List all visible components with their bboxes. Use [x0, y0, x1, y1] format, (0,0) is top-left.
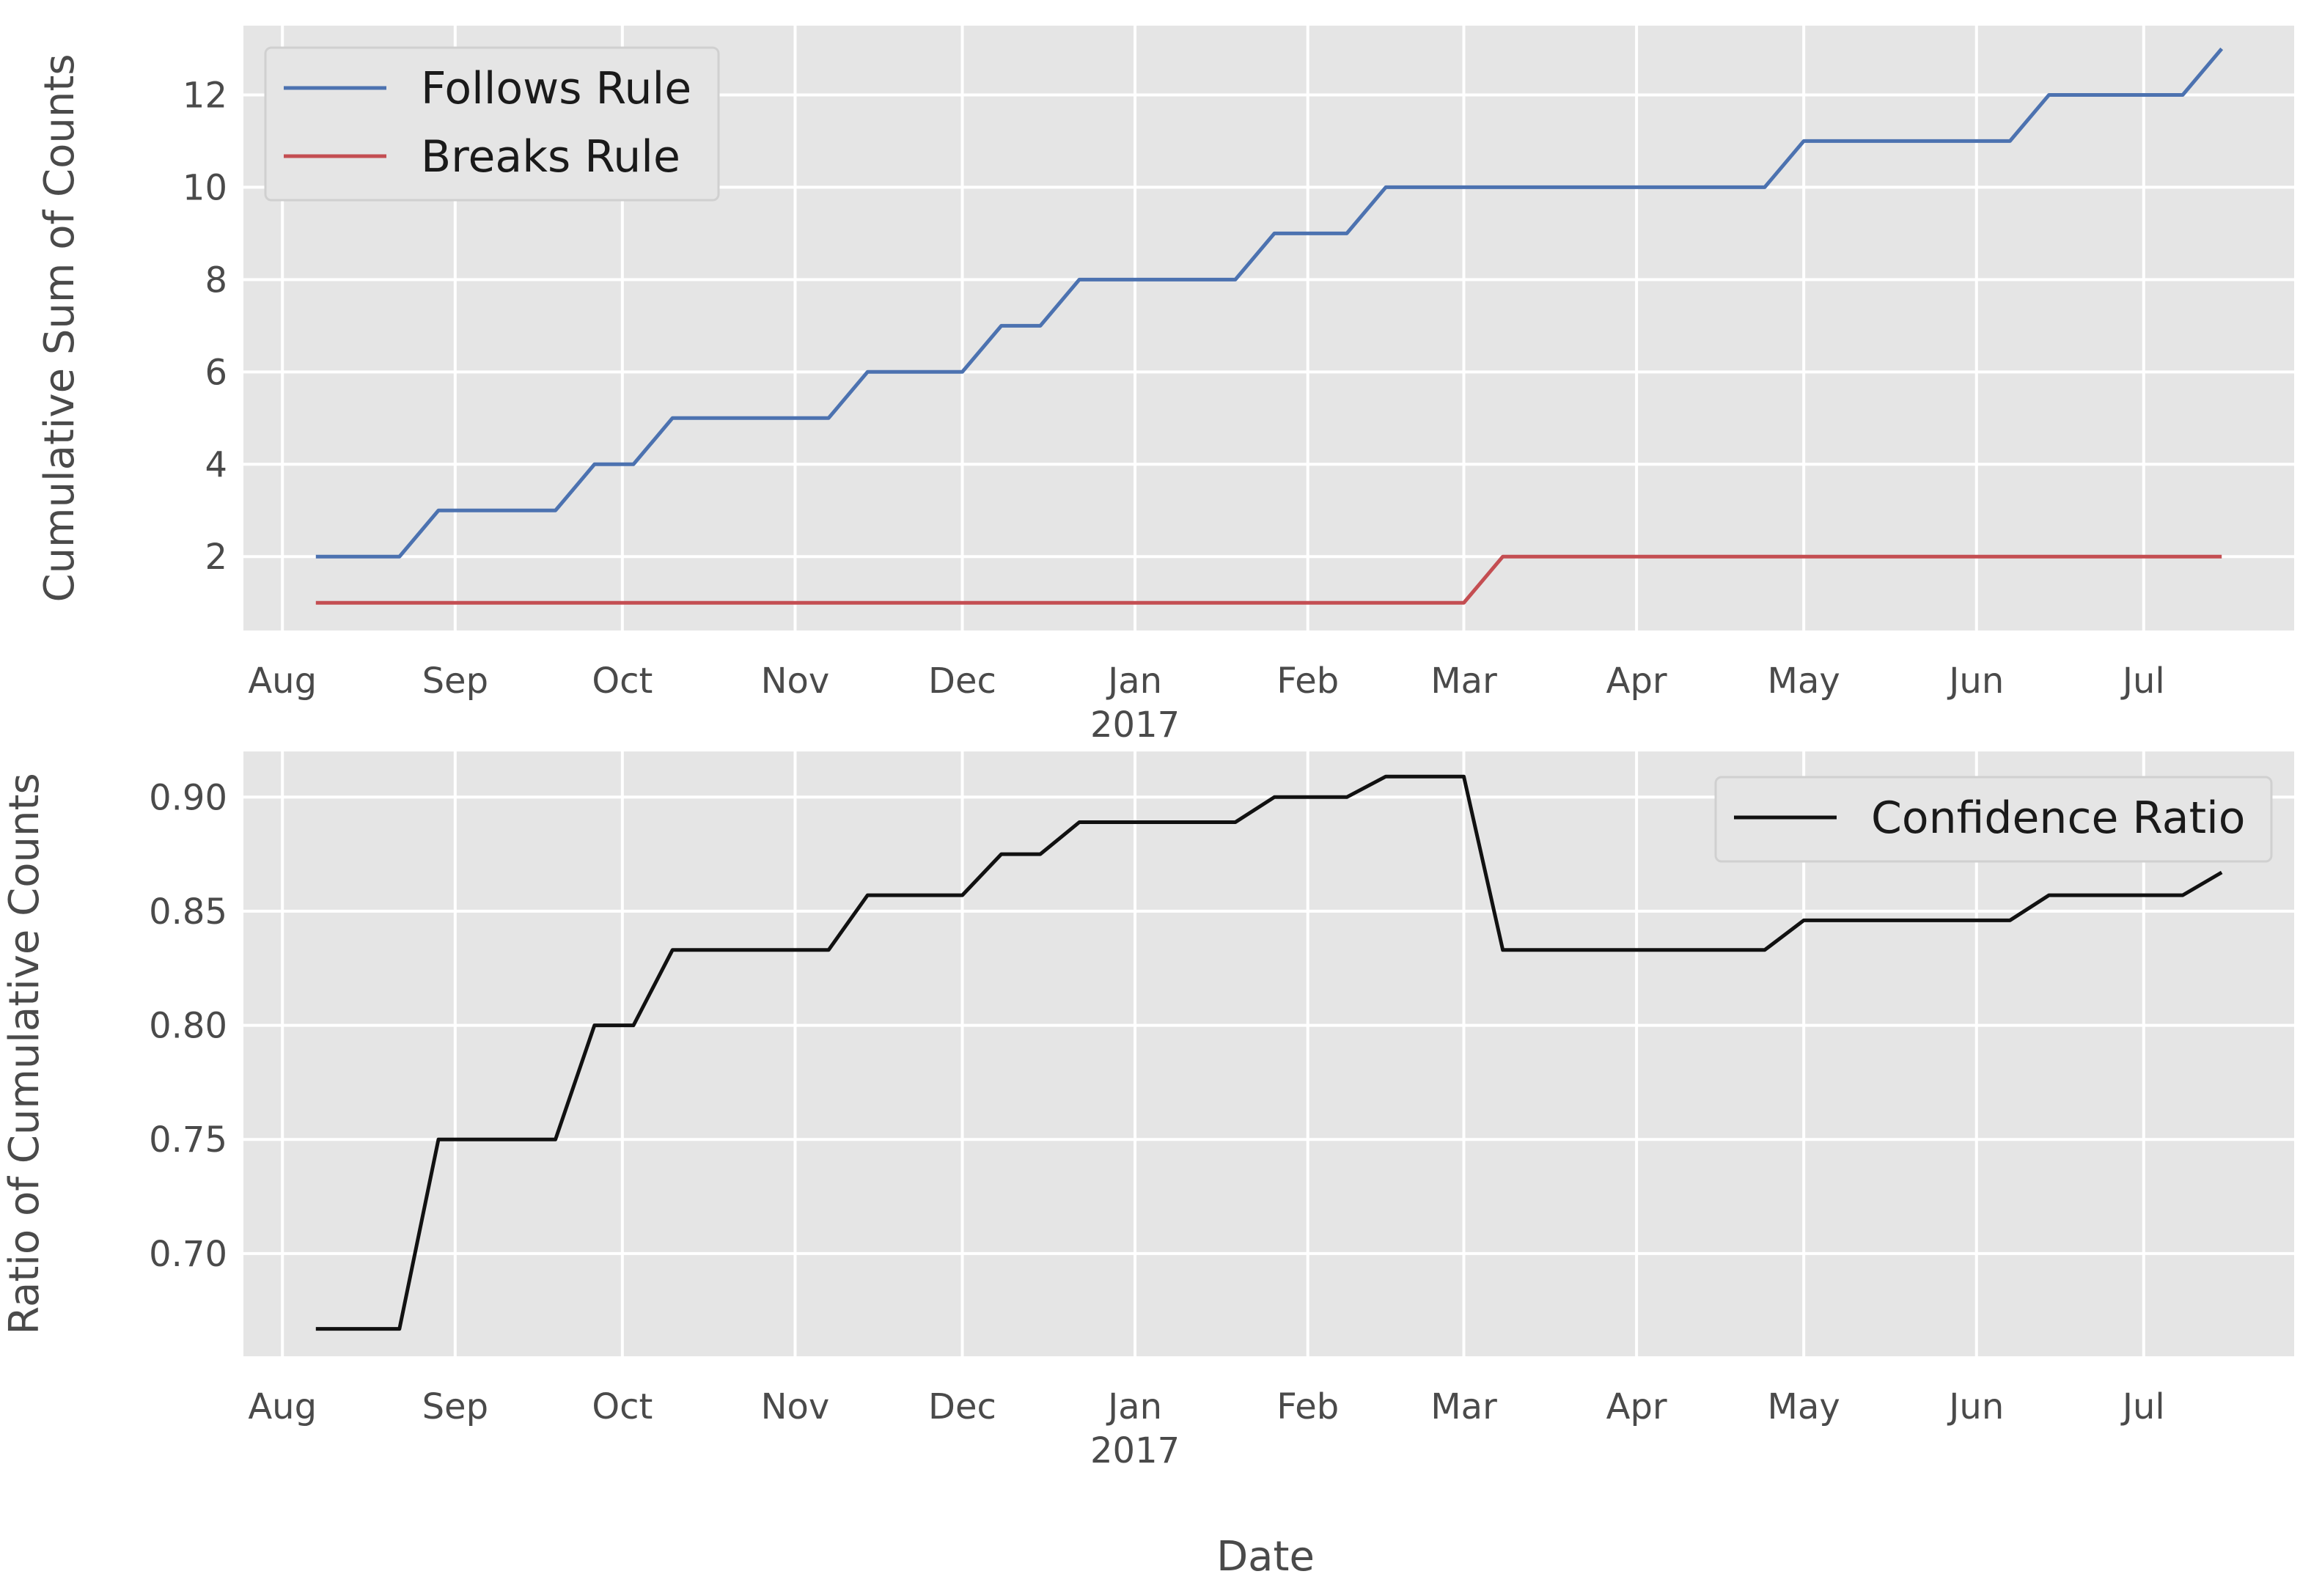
x-tick-label: Sep	[422, 661, 488, 702]
x-tick-label: Apr	[1606, 661, 1667, 702]
y-axis-label: Cumulative Sum of Counts	[36, 54, 84, 602]
x-tick-label: Nov	[761, 1386, 830, 1427]
y-tick-label: 0.70	[149, 1234, 227, 1275]
y-tick-label: 0.90	[149, 777, 227, 818]
y-tick-label: 4	[205, 444, 227, 485]
x-tick-label: Feb	[1276, 661, 1339, 702]
figure-x-axis-label: Date	[1216, 1533, 1315, 1581]
x-tick-label: May	[1768, 1386, 1840, 1427]
x-tick-label: Dec	[928, 1386, 996, 1427]
x-tick-label: Sep	[422, 1386, 488, 1427]
x-tick-label: Aug	[248, 1386, 317, 1427]
y-tick-label: 12	[183, 75, 227, 116]
legend-label: Follows Rule	[421, 63, 691, 114]
x-tick-label: Jul	[2120, 661, 2165, 702]
x-year-label: 2017	[1090, 1430, 1180, 1471]
x-year-label: 2017	[1090, 705, 1180, 746]
x-tick-label: Jan	[1106, 1386, 1162, 1427]
y-tick-label: 2	[205, 537, 227, 578]
x-tick-label: Jun	[1947, 661, 2004, 702]
legend-box	[264, 46, 720, 202]
x-tick-label: Oct	[592, 1386, 653, 1427]
y-tick-label: 6	[205, 352, 227, 393]
legend-box	[1714, 776, 2273, 863]
legend-label: Confidence Ratio	[1871, 793, 2245, 844]
x-tick-label: Oct	[592, 661, 653, 702]
x-tick-label: Feb	[1276, 1386, 1339, 1427]
confidence-ratio-panel: Aug Sep Oct Nov Dec Jan Feb Mar Apr May Jun Jul 2017…	[1, 751, 2294, 1471]
y-tick-label: 10	[183, 167, 227, 208]
x-tick-label: Dec	[928, 661, 996, 702]
x-tick-label: Aug	[248, 661, 317, 702]
x-tick-label: Apr	[1606, 1386, 1667, 1427]
x-tick-label: Mar	[1430, 1386, 1497, 1427]
legend-label: Breaks Rule	[421, 131, 680, 183]
y-axis-label: Ratio of Cumulative Counts	[1, 773, 48, 1334]
y-tick-label: 0.80	[149, 1006, 227, 1047]
y-tick-label: 0.75	[149, 1119, 227, 1161]
x-tick-label: Jan	[1106, 661, 1162, 702]
y-tick-label: 0.85	[149, 891, 227, 933]
x-tick-label: Nov	[761, 661, 830, 702]
x-tick-label: May	[1768, 661, 1840, 702]
series-line	[315, 554, 2222, 605]
x-tick-label: Jun	[1947, 1386, 2004, 1427]
y-tick-label: 8	[205, 260, 227, 301]
x-tick-label: Jul	[2120, 1386, 2165, 1427]
cumulative-counts-panel: Aug Sep Oct Nov Dec Jan Feb Mar Apr May Jun Jul 2017…	[36, 26, 2294, 746]
x-tick-label: Mar	[1430, 661, 1497, 702]
